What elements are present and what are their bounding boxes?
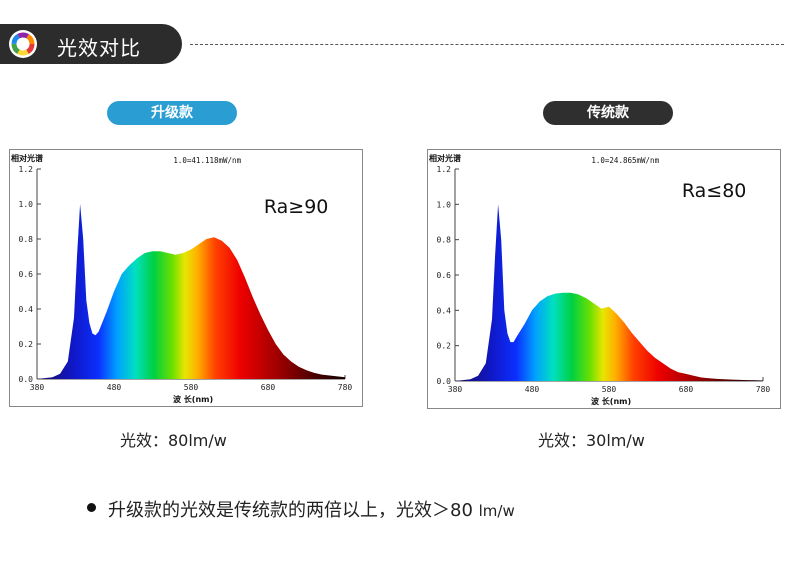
spectrum-chart-legacy: 0.0 0.2 0.4 0.6 0.8 1.0 1.2 380 480 580 680 780 相对光谱… — [427, 149, 781, 409]
summary-main: 升级款的光效是传统款的两倍以上，光效＞80 — [108, 500, 479, 521]
x-tick-label: 680 — [679, 385, 694, 394]
y-tick-label: 0.6 — [437, 271, 452, 280]
y-tick-label: 1.2 — [19, 165, 34, 174]
color-wheel-logo — [9, 30, 37, 58]
y-tick-label: 0.0 — [19, 375, 34, 384]
legacy-badge: 传统款 — [543, 101, 673, 125]
panel-label: 相对光谱 — [429, 153, 461, 163]
y-tick-label: 0.2 — [19, 340, 34, 349]
y-tick-label: 1.0 — [437, 200, 452, 209]
scale-note: 1.0=41.118mW/nm — [173, 156, 241, 165]
ra-label: Ra≥90 — [264, 196, 329, 218]
spectrum-area — [455, 204, 763, 381]
x-tick-label: 380 — [30, 383, 45, 392]
section-title: 光效对比 — [57, 36, 141, 60]
y-tick-label: 1.2 — [437, 165, 452, 174]
x-tick-label: 780 — [338, 383, 353, 392]
x-tick-label: 580 — [184, 383, 199, 392]
spectrum-chart-upgrade: 0.0 0.2 0.4 0.6 0.8 1.0 1.2 380 480 580 680 780 相对光谱… — [9, 149, 363, 407]
header-divider — [190, 44, 784, 45]
x-tick-label: 580 — [602, 385, 617, 394]
y-tick-label: 0.8 — [19, 235, 34, 244]
x-axis-label: 波 长(nm) — [173, 394, 213, 404]
x-tick-label: 380 — [448, 385, 463, 394]
y-tick-label: 0.0 — [437, 377, 452, 386]
y-tick-label: 0.4 — [437, 306, 452, 315]
summary-unit: lm/w — [478, 502, 515, 520]
x-axis-label: 波 长(nm) — [591, 396, 631, 406]
y-tick-label: 0.8 — [437, 236, 452, 245]
efficacy-upgrade: 光效：80lm/w — [120, 431, 227, 450]
x-tick-label: 680 — [261, 383, 276, 392]
summary-text: 升级款的光效是传统款的两倍以上，光效＞80 lm/w — [108, 496, 515, 522]
y-tick-label: 1.0 — [19, 200, 34, 209]
efficacy-legacy: 光效：30lm/w — [538, 431, 645, 450]
bullet-dot — [87, 503, 96, 512]
x-tick-label: 480 — [107, 383, 122, 392]
panel-label: 相对光谱 — [11, 153, 43, 163]
y-tick-label: 0.2 — [437, 342, 452, 351]
x-tick-label: 480 — [525, 385, 540, 394]
x-tick-label: 780 — [756, 385, 771, 394]
y-tick-label: 0.4 — [19, 305, 34, 314]
ra-label: Ra≤80 — [682, 180, 747, 202]
scale-note: 1.0=24.865mW/nm — [591, 156, 659, 165]
upgrade-badge: 升级款 — [107, 101, 237, 125]
spectrum-area — [37, 204, 345, 379]
y-tick-label: 0.6 — [19, 270, 34, 279]
